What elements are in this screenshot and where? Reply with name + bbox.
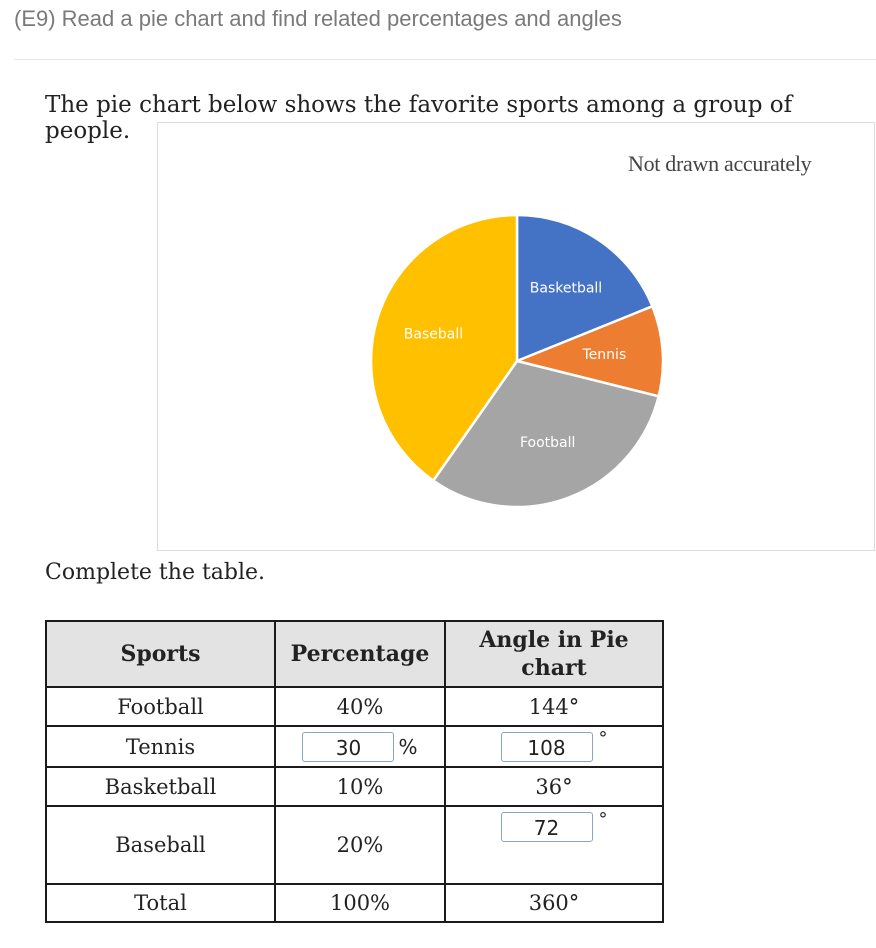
page-heading: (E9) Read a pie chart and find related p… bbox=[14, 6, 622, 31]
table-row: Football 40% 144° bbox=[45, 686, 664, 727]
angle-answer-group: 72 ° bbox=[500, 808, 608, 842]
pie-slice-tennis bbox=[512, 304, 665, 398]
sport-cell: Basketball bbox=[45, 766, 276, 807]
percentage-answer-input[interactable]: 30 bbox=[302, 731, 395, 762]
degree-unit: ° bbox=[598, 808, 608, 830]
pie-chart-panel: Not drawn accurately Basketball Tennis Foo… bbox=[157, 122, 875, 551]
angle-cell: 360° bbox=[444, 883, 664, 923]
sport-cell: Total bbox=[45, 883, 276, 923]
table-row: Baseball 20% 72 ° bbox=[45, 805, 664, 885]
header-divider bbox=[14, 59, 876, 60]
pie-label-basketball: Basketball bbox=[530, 280, 602, 296]
header-percentage: Percentage bbox=[274, 620, 446, 688]
pie-slice-baseball bbox=[369, 213, 519, 483]
table-row: Tennis 30 % 108 ° bbox=[45, 725, 664, 768]
angle-answer-input[interactable]: 108 bbox=[500, 731, 593, 762]
header-angle: Angle in Pie chart bbox=[444, 620, 664, 688]
header-sports: Sports bbox=[45, 620, 276, 688]
percentage-cell: 30 % bbox=[274, 725, 446, 768]
table-header-row: Sports Percentage Angle in Pie chart bbox=[45, 620, 664, 688]
angle-cell: 36° bbox=[444, 766, 664, 807]
angle-cell: 72 ° bbox=[444, 805, 664, 885]
percentage-cell: 20% bbox=[274, 805, 446, 885]
degree-unit: ° bbox=[598, 728, 608, 749]
instruction-text: Complete the table. bbox=[45, 560, 266, 585]
pie-slice-football bbox=[431, 359, 661, 509]
percentage-cell: 40% bbox=[274, 686, 446, 727]
angle-cell: 108 ° bbox=[444, 725, 664, 768]
sport-cell: Tennis bbox=[45, 725, 276, 768]
pie-slice-basketball bbox=[515, 213, 654, 363]
angle-answer-input[interactable]: 72 bbox=[500, 812, 593, 842]
pie-label-football: Football bbox=[520, 435, 575, 451]
sport-cell: Baseball bbox=[45, 805, 276, 885]
question-prompt: The pie chart below shows the favorite s… bbox=[45, 92, 793, 144]
pie-label-baseball: Baseball bbox=[404, 327, 463, 343]
percentage-cell: 100% bbox=[274, 883, 446, 923]
sport-cell: Football bbox=[45, 686, 276, 727]
pie-chart: Basketball Tennis Football Baseball bbox=[369, 213, 665, 509]
angle-answer-group: 108 ° bbox=[500, 728, 608, 762]
table-row: Total 100% 360° bbox=[45, 883, 664, 923]
percentage-cell: 10% bbox=[274, 766, 446, 807]
pie-label-tennis: Tennis bbox=[582, 347, 627, 363]
percentage-answer-group: 30 % bbox=[302, 731, 418, 762]
answer-table: Sports Percentage Angle in Pie chart Foo… bbox=[45, 620, 664, 923]
percent-unit: % bbox=[398, 734, 418, 759]
table-row: Basketball 10% 36° bbox=[45, 766, 664, 807]
not-drawn-accurately-note: Not drawn accurately bbox=[628, 151, 812, 176]
angle-cell: 144° bbox=[444, 686, 664, 727]
